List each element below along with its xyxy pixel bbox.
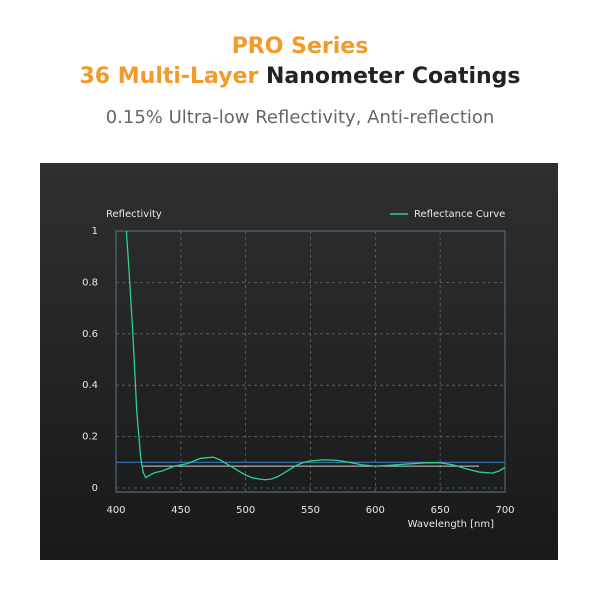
tagline: 0.15% Ultra-low Reflectivity, Anti-refle…	[105, 107, 495, 128]
y-tick-label: 0.4	[82, 380, 98, 391]
y-tick-label: 0.6	[82, 329, 98, 340]
x-axis-label: Wavelength [nm]	[408, 519, 494, 530]
y-tick-label: 0.2	[82, 432, 98, 443]
y-tick-label: 1	[92, 226, 98, 237]
x-tick-label: 700	[495, 505, 514, 516]
title-highlight: 36 Multi-Layer	[79, 64, 259, 89]
y-tick-label: 0.8	[82, 277, 98, 288]
plot-frame	[115, 230, 506, 493]
x-tick-label: 400	[106, 505, 125, 516]
title-line1: PRO Series	[231, 34, 369, 59]
x-tick-label: 500	[236, 505, 255, 516]
chart-panel	[40, 163, 558, 560]
title-rest: Nanometer Coatings	[266, 64, 521, 89]
legend-label: Reflectance Curve	[414, 209, 505, 220]
y-tick-label: 0	[92, 483, 98, 494]
x-tick-label: 650	[431, 505, 450, 516]
x-tick-label: 550	[301, 505, 320, 516]
y-axis-label: Reflectivity	[106, 209, 162, 220]
x-tick-label: 600	[366, 505, 385, 516]
x-tick-label: 450	[171, 505, 190, 516]
series-line	[125, 230, 506, 481]
title-line2: 36 Multi-Layer Nanometer Coatings	[0, 64, 600, 89]
